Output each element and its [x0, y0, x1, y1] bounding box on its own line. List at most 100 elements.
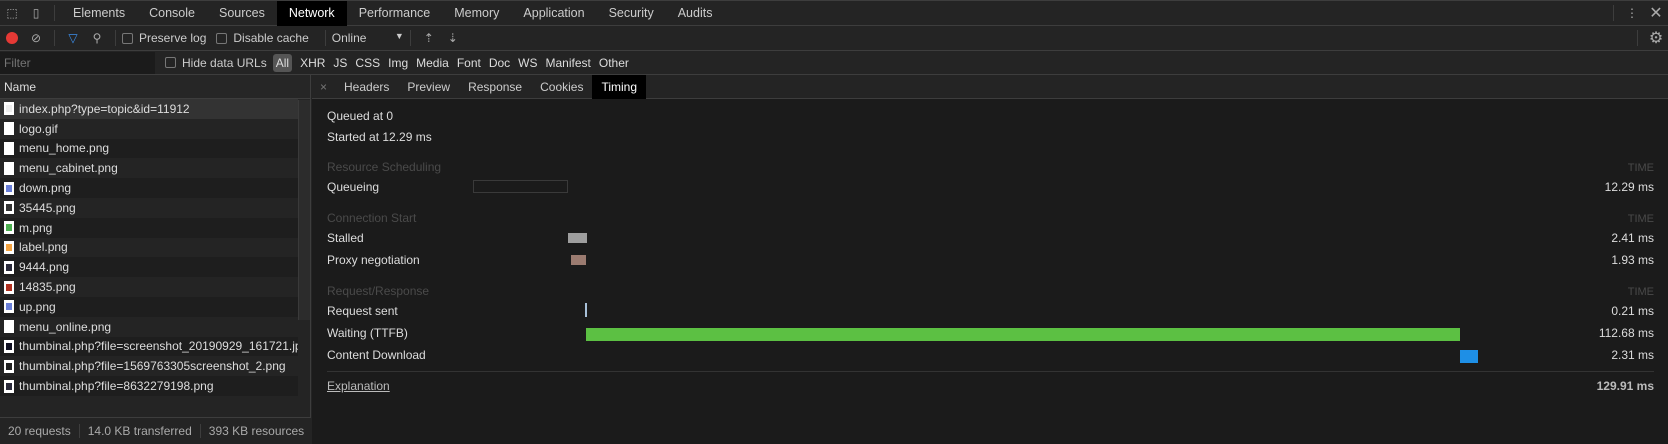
request-row[interactable]: up.png: [0, 296, 298, 317]
clear-icon[interactable]: ⊘: [30, 31, 42, 45]
hide-data-urls-checkbox[interactable]: Hide data URLs: [165, 56, 267, 70]
request-name: thumbinal.php?file=8632279198.png: [19, 379, 214, 394]
time-column-label: TIME: [1627, 213, 1654, 225]
detail-tab-preview[interactable]: Preview: [407, 79, 451, 94]
divider: [115, 30, 116, 46]
record-button[interactable]: [0, 27, 24, 49]
request-count: 20 requests: [0, 424, 80, 438]
more-options-icon[interactable]: ⋮: [1626, 6, 1638, 20]
request-detail-panel: × Headers Preview Response Cookies Timing Que…: [312, 74, 1668, 444]
filter-input[interactable]: [0, 51, 155, 74]
request-name: up.png: [19, 299, 56, 314]
filter-type-xhr[interactable]: XHR: [300, 55, 326, 70]
detail-tab-headers[interactable]: Headers: [344, 79, 390, 94]
request-row[interactable]: down.png: [0, 178, 298, 198]
device-toolbar-icon[interactable]: ▯: [32, 6, 40, 20]
timing-bar: [584, 303, 587, 317]
divider: [1637, 30, 1638, 46]
tab-application[interactable]: Application: [523, 5, 585, 20]
filter-bar: Hide data URLs All XHR JS CSS Img Media Font Do…: [0, 51, 1668, 75]
image-icon: [4, 379, 14, 393]
request-name: menu_cabinet.png: [19, 161, 118, 176]
request-name: thumbinal.php?file=screenshot_20190929_1…: [19, 339, 298, 354]
divider: [54, 5, 55, 21]
request-row[interactable]: 35445.png: [0, 197, 298, 218]
explanation-link[interactable]: Explanation: [327, 379, 390, 393]
image-icon: [4, 201, 14, 215]
timing-duration: 12.29 ms: [1604, 180, 1654, 194]
filter-type-img[interactable]: Img: [388, 55, 409, 70]
request-row[interactable]: thumbinal.php?file=screenshot_20190929_1…: [0, 336, 298, 357]
request-row[interactable]: menu_online.png: [0, 316, 298, 337]
close-icon[interactable]: ✕: [1649, 5, 1663, 22]
inspect-element-icon[interactable]: ⬚: [6, 6, 18, 20]
request-row[interactable]: m.png: [0, 217, 298, 238]
image-icon: [4, 181, 14, 195]
tab-sources[interactable]: Sources: [218, 5, 265, 20]
request-name: menu_home.png: [19, 141, 110, 156]
export-har-icon[interactable]: ⇣: [447, 31, 458, 45]
image-icon: [4, 161, 14, 175]
timing-label: Proxy negotiation: [327, 253, 420, 267]
divider: [1613, 5, 1614, 21]
filter-type-css[interactable]: CSS: [355, 55, 381, 70]
request-row[interactable]: menu_home.png: [0, 138, 298, 159]
request-row[interactable]: menu_cabinet.png: [0, 158, 298, 179]
filter-type-media[interactable]: Media: [416, 55, 449, 70]
tab-audits[interactable]: Audits: [677, 5, 713, 20]
main-tab-bar: ⬚ ▯ Elements Console Sources Network Perform…: [0, 0, 1668, 26]
filter-type-js[interactable]: JS: [333, 55, 348, 70]
search-icon[interactable]: ⚲: [92, 31, 102, 45]
filter-type-ws[interactable]: WS: [518, 55, 538, 70]
request-name: down.png: [19, 181, 72, 196]
throttle-select[interactable]: Online ▼: [332, 31, 404, 45]
name-column-header[interactable]: Name: [0, 75, 310, 99]
settings-gear-icon[interactable]: ⚙: [1648, 30, 1664, 47]
scrollbar[interactable]: [298, 100, 310, 320]
request-row[interactable]: 14835.png: [0, 277, 298, 297]
request-row[interactable]: thumbinal.php?file=1569763305screenshot_…: [0, 356, 298, 377]
tab-performance[interactable]: Performance: [358, 5, 431, 20]
request-name: 35445.png: [19, 200, 76, 215]
image-icon: [4, 141, 14, 155]
tab-elements[interactable]: Elements: [73, 5, 126, 20]
request-row[interactable]: 9444.png: [0, 257, 298, 278]
filter-type-all[interactable]: All: [272, 53, 293, 72]
preserve-log-checkbox[interactable]: Preserve log: [122, 31, 206, 45]
filter-type-doc[interactable]: Doc: [488, 55, 511, 70]
tab-memory[interactable]: Memory: [454, 5, 500, 20]
divider: [54, 30, 55, 46]
detail-tab-timing[interactable]: Timing: [592, 74, 647, 99]
filter-type-other[interactable]: Other: [598, 55, 629, 70]
tab-security[interactable]: Security: [608, 5, 654, 20]
divider: [327, 371, 1654, 372]
tab-console[interactable]: Console: [149, 5, 195, 20]
close-detail-icon[interactable]: ×: [320, 79, 328, 94]
request-row[interactable]: logo.gif: [0, 118, 298, 139]
queued-at: Queued at 0: [327, 109, 394, 123]
timing-duration: 2.31 ms: [1611, 348, 1654, 362]
status-footer: 20 requests 14.0 KB transferred 393 KB r…: [0, 417, 311, 444]
total-duration: 129.91 ms: [1596, 379, 1654, 393]
timing-bar: [568, 233, 587, 243]
import-har-icon[interactable]: ⇡: [423, 31, 434, 45]
request-row[interactable]: index.php?type=topic&id=11912: [0, 99, 298, 119]
preserve-log-label: Preserve log: [139, 31, 207, 45]
request-name: 14835.png: [19, 280, 76, 295]
detail-tab-cookies[interactable]: Cookies: [540, 79, 584, 94]
timing-bar: [473, 180, 569, 193]
hide-data-urls-label: Hide data URLs: [182, 55, 267, 70]
tab-network[interactable]: Network: [276, 0, 347, 26]
started-at: Started at 12.29 ms: [327, 130, 432, 144]
time-column-label: TIME: [1627, 162, 1654, 174]
request-name: m.png: [19, 220, 53, 235]
request-row[interactable]: thumbinal.php?file=8632279198.png: [0, 376, 298, 396]
request-name: thumbinal.php?file=1569763305screenshot_…: [19, 359, 286, 374]
filter-icon[interactable]: ▽: [68, 31, 78, 45]
timing-bar: [1459, 350, 1478, 363]
disable-cache-checkbox[interactable]: Disable cache: [216, 31, 309, 45]
request-row[interactable]: label.png: [0, 237, 298, 258]
filter-type-manifest[interactable]: Manifest: [545, 55, 591, 70]
filter-type-font[interactable]: Font: [456, 55, 481, 70]
detail-tab-response[interactable]: Response: [468, 79, 523, 94]
